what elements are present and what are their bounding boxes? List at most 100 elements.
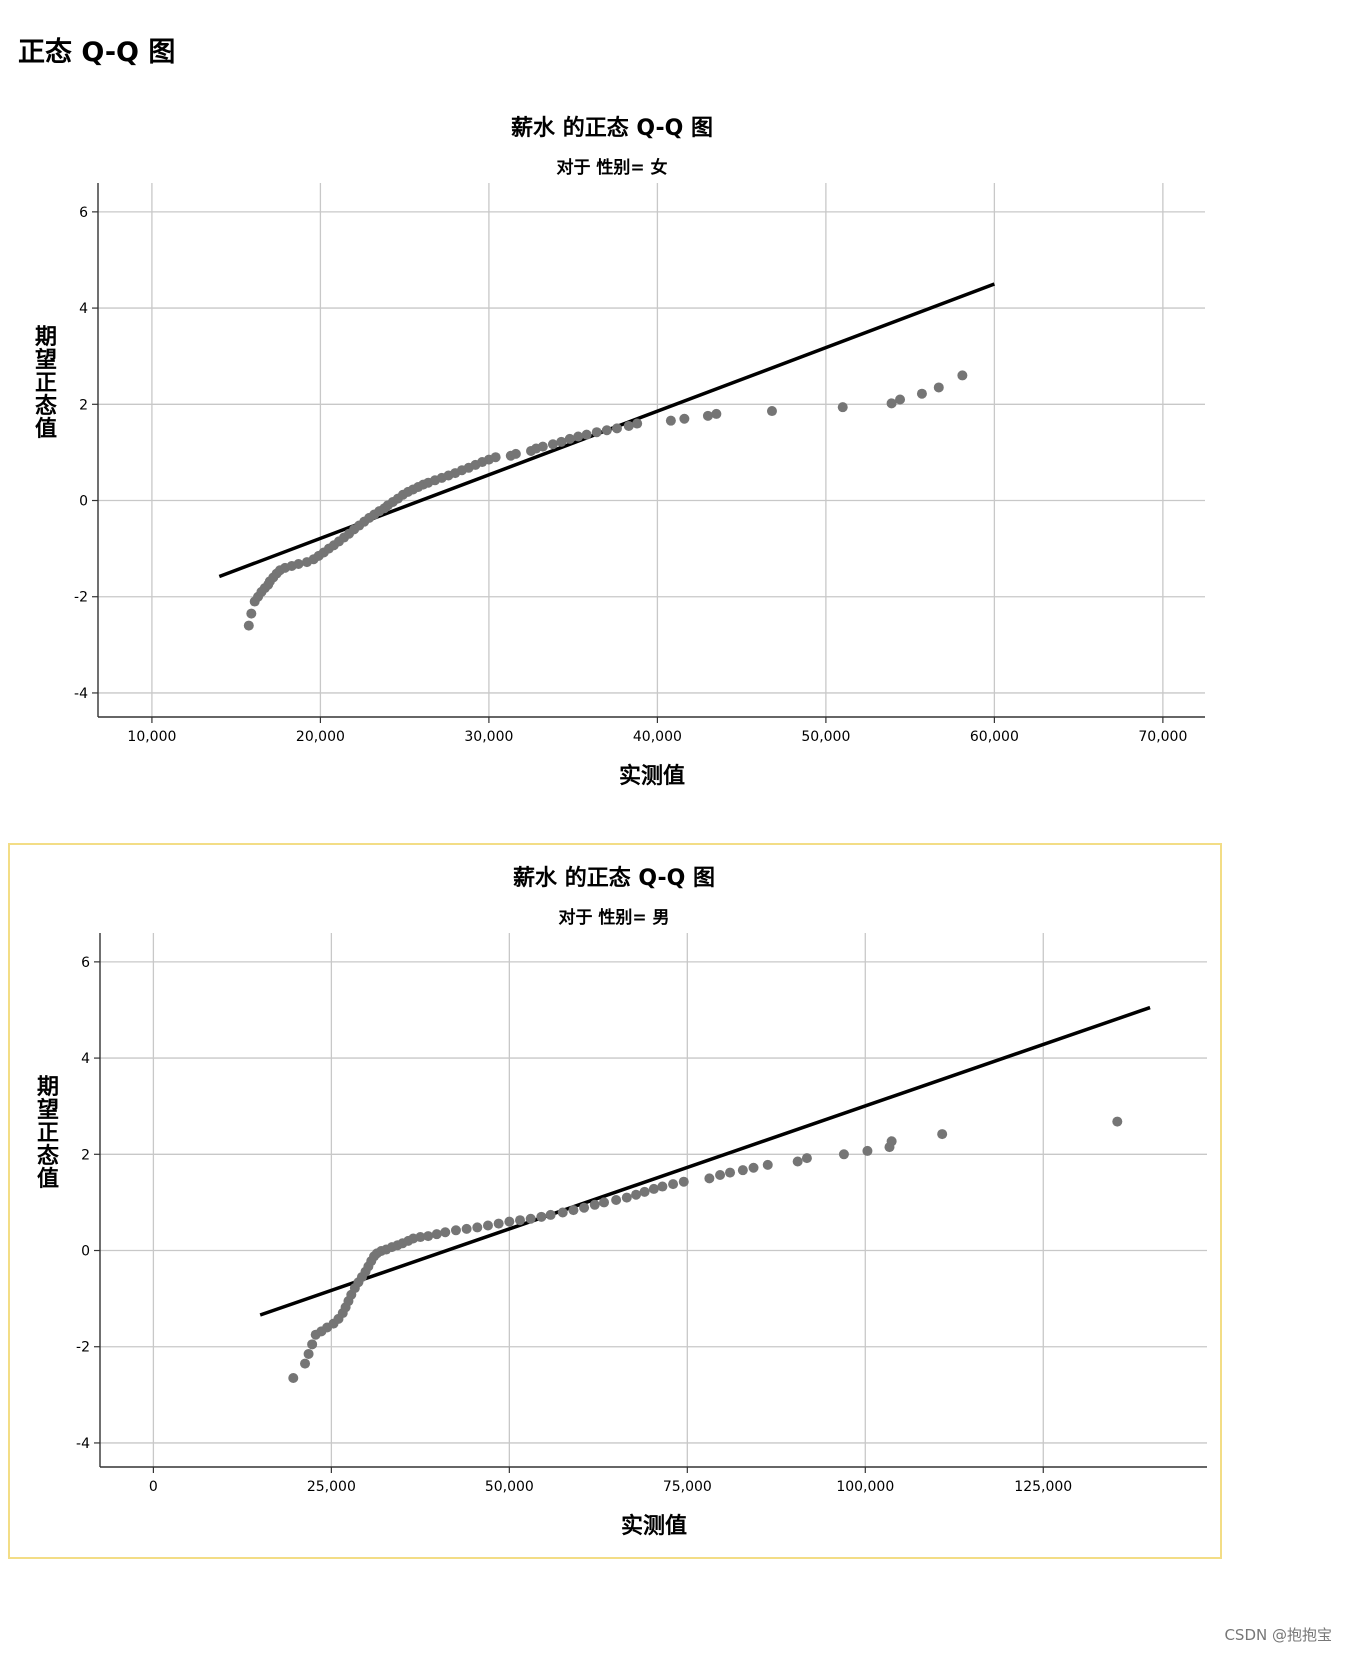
x-axis-label: 实测值 xyxy=(621,1513,687,1539)
y-tick-label: 0 xyxy=(79,494,88,510)
data-point xyxy=(766,406,777,417)
y-tick-label: -4 xyxy=(76,1436,90,1452)
data-point xyxy=(801,1153,812,1164)
data-point xyxy=(725,1167,736,1178)
data-point xyxy=(916,388,927,399)
data-point xyxy=(886,1136,897,1147)
data-point xyxy=(665,415,676,426)
data-point xyxy=(246,608,257,619)
data-point xyxy=(657,1181,668,1192)
data-point xyxy=(632,418,643,429)
qq-plot-female-svg: 薪水 的正态 Q-Q 图对于 性别= 女 -4 -2 0 2 4 6 10,000 20,000… xyxy=(35,115,1205,789)
chart-title: 薪水 的正态 Q-Q 图 xyxy=(513,865,715,891)
data-point xyxy=(423,1231,434,1242)
data-point xyxy=(762,1159,773,1170)
chart-subtitle: 对于 性别= 男 xyxy=(558,907,669,928)
x-tick-label: 40,000 xyxy=(633,729,682,745)
data-point xyxy=(461,1223,472,1234)
y-tick-label: 6 xyxy=(79,205,88,221)
data-point xyxy=(1112,1116,1123,1127)
chart-title: 薪水 的正态 Q-Q 图 xyxy=(511,115,713,141)
data-point xyxy=(579,1202,590,1213)
x-tick-label: 0 xyxy=(149,1479,158,1495)
data-point xyxy=(288,1373,299,1383)
data-point xyxy=(704,1173,715,1184)
x-tick-label: 10,000 xyxy=(127,729,176,745)
y-tick-label: 4 xyxy=(81,1051,90,1067)
data-point xyxy=(678,1176,689,1187)
data-point xyxy=(792,1156,803,1167)
data-point xyxy=(431,1229,442,1240)
chart-subtitle: 对于 性别= 女 xyxy=(556,157,667,178)
y-tick-label: -4 xyxy=(74,686,88,702)
y-tick-label: 2 xyxy=(81,1147,90,1163)
data-point xyxy=(895,394,906,405)
x-tick-label: 50,000 xyxy=(485,1479,534,1495)
data-point xyxy=(715,1169,726,1180)
page-heading: 正态 Q-Q 图 xyxy=(18,37,176,68)
data-point xyxy=(611,423,622,434)
data-point xyxy=(937,1129,948,1140)
data-point xyxy=(862,1145,873,1156)
y-tick-label: -2 xyxy=(76,1340,90,1356)
data-point xyxy=(547,439,558,450)
data-point xyxy=(611,1195,622,1205)
data-point xyxy=(748,1162,759,1173)
data-point xyxy=(556,436,567,447)
data-point xyxy=(415,1232,426,1243)
y-tick-label: -2 xyxy=(74,590,88,606)
data-point xyxy=(490,452,501,463)
x-tick-label: 75,000 xyxy=(663,1479,712,1495)
data-point xyxy=(450,1225,461,1236)
data-point xyxy=(545,1209,556,1220)
y-tick-label: 6 xyxy=(81,955,90,971)
qq-chart-female[interactable]: 薪水 的正态 Q-Q 图对于 性别= 女 -4 -2 0 2 4 6 10,000 20,000… xyxy=(0,95,1300,815)
reference-line xyxy=(259,1005,1151,1317)
data-point xyxy=(536,1211,547,1222)
data-point xyxy=(591,427,602,438)
data-point xyxy=(623,420,634,431)
data-point xyxy=(886,398,897,409)
data-point xyxy=(648,1183,659,1194)
data-point xyxy=(525,1213,536,1224)
x-tick-label: 70,000 xyxy=(1138,729,1187,745)
data-point xyxy=(537,441,548,452)
data-point xyxy=(440,1227,451,1238)
data-point xyxy=(933,382,944,393)
x-tick-label: 20,000 xyxy=(296,729,345,745)
qq-chart-male[interactable]: 薪水 的正态 Q-Q 图对于 性别= 男 -4 -2 0 2 4 6 0 25,000 50,00… xyxy=(8,843,1222,1559)
data-point xyxy=(838,1149,849,1160)
data-point xyxy=(589,1199,600,1210)
y-axis-label: 期望正态值 xyxy=(37,1075,59,1192)
x-tick-label: 125,000 xyxy=(1014,1479,1072,1495)
data-point xyxy=(601,425,612,436)
qq-plot-male-svg: 薪水 的正态 Q-Q 图对于 性别= 男 -4 -2 0 2 4 6 0 25,000 50,00… xyxy=(37,865,1207,1539)
data-point xyxy=(837,402,848,413)
x-tick-label: 50,000 xyxy=(801,729,850,745)
y-tick-label: 0 xyxy=(81,1244,90,1260)
data-point xyxy=(621,1192,632,1203)
y-tick-label: 2 xyxy=(79,397,88,413)
data-point xyxy=(581,429,592,440)
x-tick-label: 100,000 xyxy=(836,1479,894,1495)
data-point xyxy=(711,408,722,419)
data-point xyxy=(639,1186,650,1197)
data-point xyxy=(472,1222,483,1233)
data-point xyxy=(504,1216,515,1227)
data-point xyxy=(300,1358,311,1369)
data-point xyxy=(631,1189,642,1200)
x-axis-label: 实测值 xyxy=(619,763,685,789)
x-tick-label: 30,000 xyxy=(464,729,513,745)
data-point xyxy=(493,1218,504,1229)
data-point xyxy=(510,448,521,459)
data-point xyxy=(599,1197,610,1208)
data-point xyxy=(573,431,584,442)
x-tick-label: 60,000 xyxy=(970,729,1019,745)
data-point xyxy=(557,1207,568,1218)
data-point xyxy=(568,1205,579,1216)
watermark: CSDN @抱抱宝 xyxy=(1224,1626,1332,1644)
data-point xyxy=(482,1220,493,1231)
data-point xyxy=(957,370,968,381)
y-axis-label: 期望正态值 xyxy=(35,325,57,442)
data-point xyxy=(702,410,713,421)
